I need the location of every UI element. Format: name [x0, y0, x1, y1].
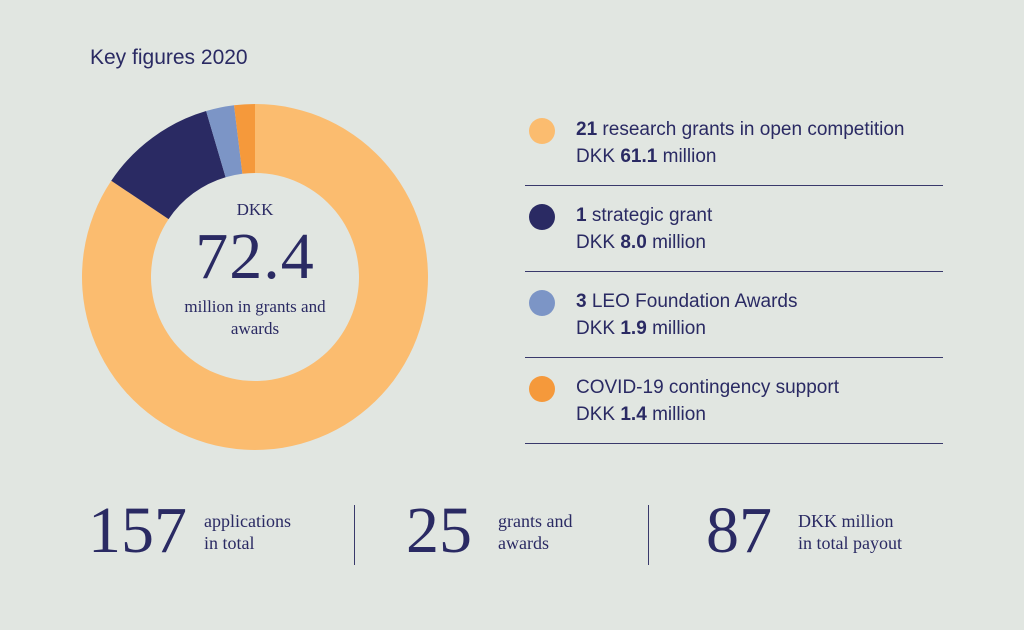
legend-label: strategic grant: [591, 205, 713, 226]
donut-center-label: DKK 72.4 million in grants and awards: [145, 200, 365, 340]
donut-slice-strategic-grant: [111, 111, 226, 220]
stat-number: 87: [706, 494, 772, 567]
legend-value: 1.9: [620, 318, 647, 339]
legend-label: research grants in open competition: [602, 119, 905, 140]
legend-item-strategic-grant: 1 strategic grant DKK 8.0 million: [525, 186, 943, 272]
page-title: Key figures 2020: [90, 46, 248, 69]
stat-number: 157: [88, 494, 187, 567]
legend-currency: DKK: [576, 318, 616, 339]
donut-chart: [81, 104, 428, 450]
legend-value: 8.0: [620, 232, 647, 253]
stat-label: grants and awards: [498, 511, 573, 553]
legend-dot-icon: [529, 204, 555, 230]
legend-count: 1: [576, 205, 587, 226]
legend-unit: million: [652, 318, 706, 339]
stat-divider: [648, 505, 649, 565]
legend-unit: million: [652, 232, 706, 253]
legend-dot-icon: [529, 118, 555, 144]
legend-unit: million: [652, 404, 706, 425]
legend-count: 21: [576, 119, 598, 140]
stat-divider: [354, 505, 355, 565]
legend-label: COVID-19 contingency support: [576, 377, 839, 398]
legend-dot-icon: [529, 290, 555, 316]
legend-currency: DKK: [576, 404, 616, 425]
legend-label: LEO Foundation Awards: [591, 291, 798, 312]
legend-item-leo-awards: 3 LEO Foundation Awards DKK 1.9 million: [525, 272, 943, 358]
stat-label: DKK million in total payout: [798, 511, 902, 553]
legend: 21 research grants in open competition D…: [525, 100, 943, 444]
legend-currency: DKK: [576, 146, 616, 167]
legend-item-covid-support: COVID-19 contingency support DKK 1.4 mil…: [525, 358, 943, 444]
center-unit: DKK: [236, 200, 274, 219]
legend-currency: DKK: [576, 232, 616, 253]
center-total-value: 72.4: [195, 220, 315, 293]
legend-value: 1.4: [620, 404, 647, 425]
donut-slice-leo-awards: [206, 105, 243, 178]
legend-count: 3: [576, 291, 587, 312]
legend-value: 61.1: [620, 146, 658, 167]
donut-slice-research-grants: [81, 104, 428, 450]
donut-slice-covid-support: [234, 104, 255, 174]
stat-label: applications in total: [204, 511, 291, 553]
legend-dot-icon: [529, 376, 555, 402]
legend-unit: million: [662, 146, 717, 167]
legend-item-research-grants: 21 research grants in open competition D…: [525, 100, 943, 186]
center-description: million in grants and awards: [184, 297, 326, 338]
stat-number: 25: [406, 494, 472, 567]
